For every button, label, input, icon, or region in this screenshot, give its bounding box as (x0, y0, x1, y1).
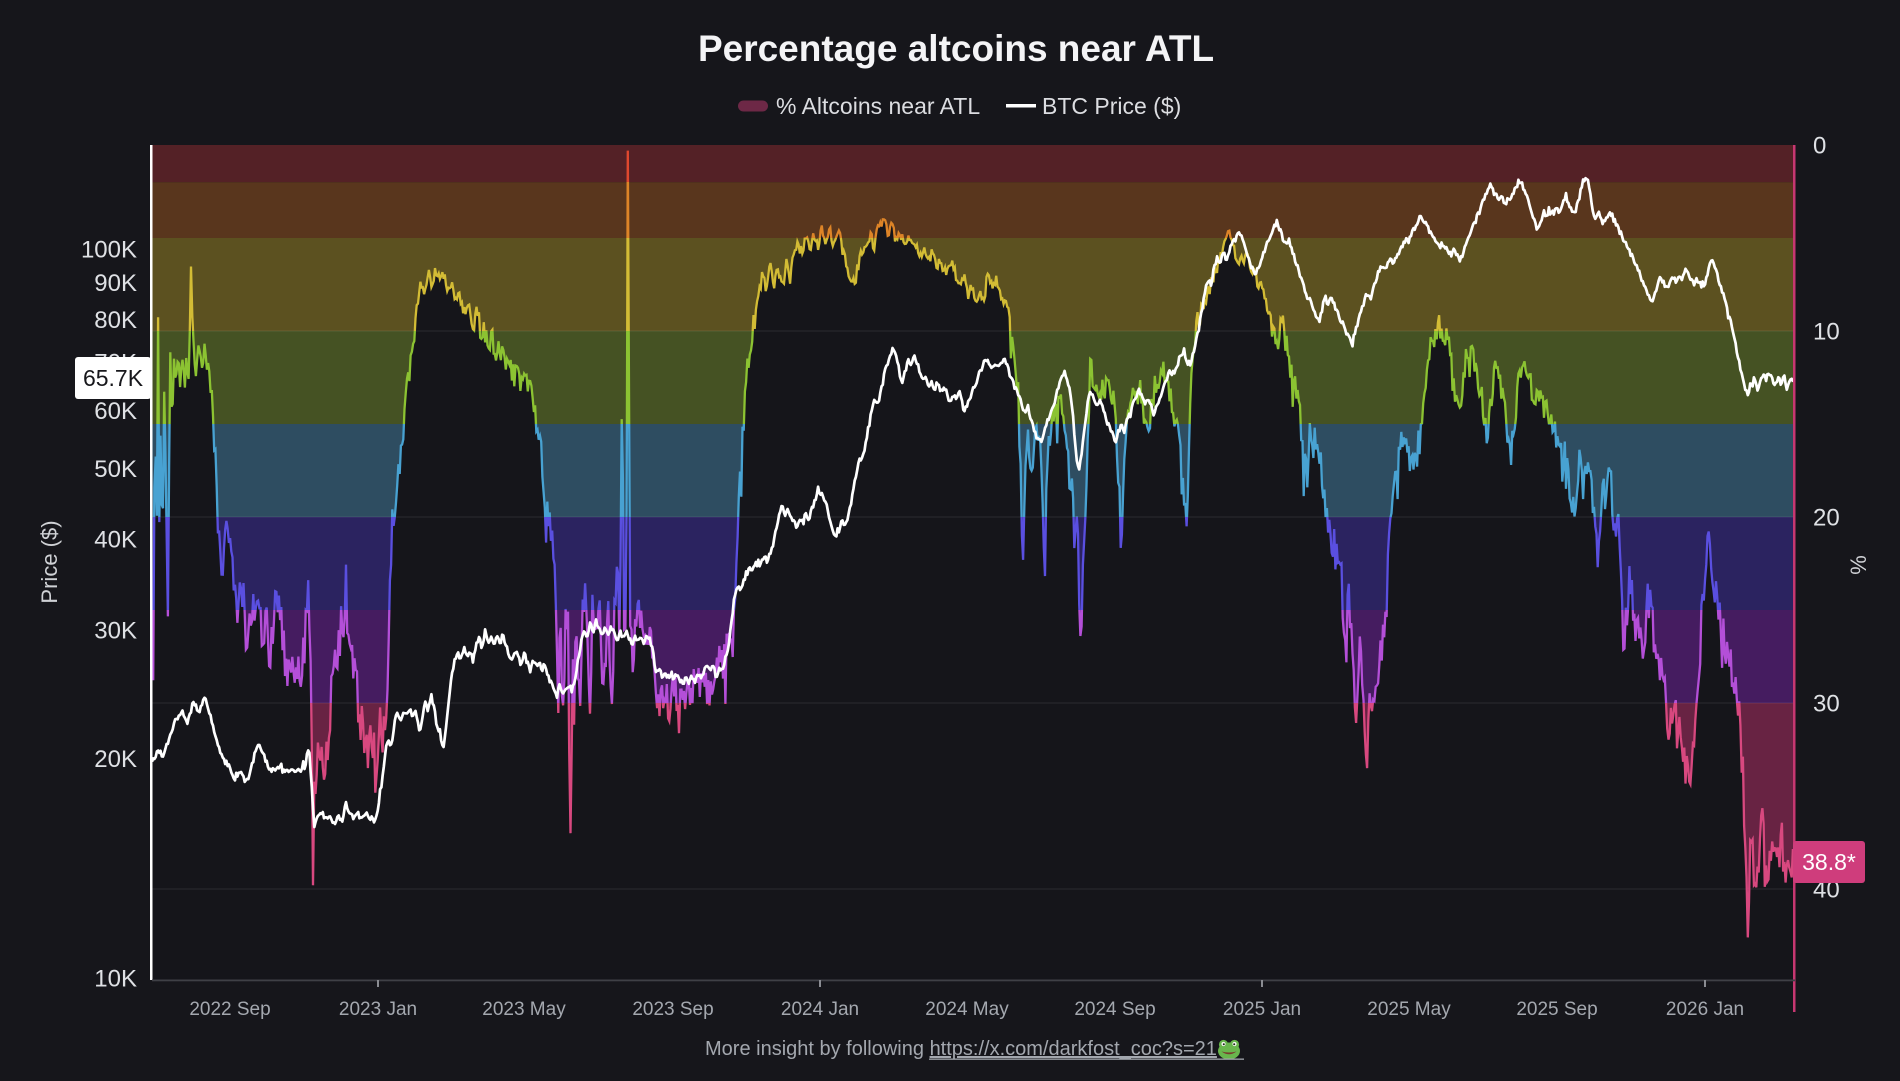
svg-text:20: 20 (1813, 505, 1840, 532)
svg-text:BTC Price ($): BTC Price ($) (1042, 93, 1181, 119)
svg-text:30: 30 (1813, 691, 1840, 718)
svg-text:2026 Jan: 2026 Jan (1666, 999, 1744, 1020)
svg-text:50K: 50K (94, 456, 137, 483)
svg-text:2024 Jan: 2024 Jan (781, 999, 859, 1020)
svg-text:2023 Sep: 2023 Sep (632, 999, 713, 1020)
svg-text:% Altcoins near ATL: % Altcoins near ATL (776, 93, 980, 119)
svg-text:40K: 40K (94, 527, 137, 554)
svg-text:65.7K: 65.7K (83, 365, 144, 391)
svg-text:%: % (1846, 555, 1871, 575)
svg-text:Percentage altcoins near ATL: Percentage altcoins near ATL (698, 28, 1214, 69)
svg-text:2022 Sep: 2022 Sep (189, 999, 270, 1020)
svg-text:0: 0 (1813, 133, 1826, 160)
svg-text:30K: 30K (94, 618, 137, 645)
svg-text:2023 May: 2023 May (482, 999, 566, 1020)
svg-text:2025 Jan: 2025 Jan (1223, 999, 1301, 1020)
svg-text:2024 May: 2024 May (925, 999, 1009, 1020)
svg-text:10: 10 (1813, 319, 1840, 346)
svg-text:90K: 90K (94, 270, 137, 297)
svg-text:2025 Sep: 2025 Sep (1516, 999, 1597, 1020)
svg-text:20K: 20K (94, 746, 137, 773)
svg-text:More insight by following http: More insight by following https://x.com/… (705, 1038, 1217, 1060)
svg-text:2025 May: 2025 May (1367, 999, 1451, 1020)
svg-text:2024 Sep: 2024 Sep (1074, 999, 1155, 1020)
svg-text:38.8*: 38.8* (1802, 849, 1856, 875)
svg-text:10K: 10K (94, 966, 137, 993)
svg-text:Price ($): Price ($) (37, 520, 62, 603)
svg-text:60K: 60K (94, 398, 137, 425)
svg-text:2023 Jan: 2023 Jan (339, 999, 417, 1020)
svg-text:100K: 100K (81, 237, 137, 264)
svg-text:80K: 80K (94, 307, 137, 334)
